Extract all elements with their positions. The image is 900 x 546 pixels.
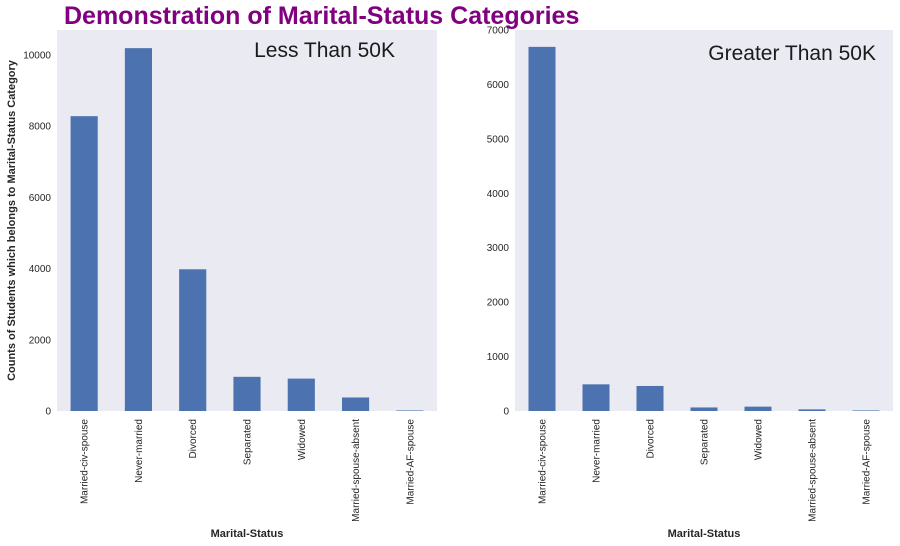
- chart-panel-2: 0 1000 2000 3000 4000 5000 6000 7000 Married-civ…: [487, 26, 893, 540]
- y-tick-label: 1000: [487, 352, 510, 363]
- y-tick-label: 3000: [487, 243, 510, 254]
- figure-title: Demonstration of Marital-Status Categori…: [64, 2, 580, 30]
- bar-married-civ-spouse: [528, 46, 556, 411]
- x-tick-label: Married-spouse-absent: [808, 419, 819, 522]
- y-axis-label: Counts of Students which belongs to Mari…: [6, 59, 18, 381]
- bar-married-af-spouse: [852, 410, 880, 411]
- y-tick-label: 6000: [487, 80, 510, 91]
- x-tick-label: Married-civ-spouse: [538, 419, 549, 504]
- chart-panel-1: 0 2000 4000 6000 8000 10000 Married-civ-spouse…: [6, 30, 437, 540]
- y-tick-label: 8000: [29, 122, 52, 133]
- y-tick-label: 10000: [23, 50, 51, 61]
- bar-married-af-spouse: [396, 410, 424, 411]
- x-tick-label: Widowed: [297, 419, 308, 460]
- x-tick-label: Never-married: [134, 419, 145, 483]
- x-tick-label: Never-married: [592, 419, 603, 483]
- x-tick-label: Married-civ-spouse: [80, 419, 91, 504]
- bar-separated: [233, 376, 261, 411]
- y-tick-label: 2000: [29, 335, 52, 346]
- bar-married-spouse-absent: [342, 397, 370, 411]
- x-tick-label: Married-AF-spouse: [405, 419, 416, 505]
- y-tick-label: 0: [45, 407, 51, 418]
- x-axis-label: Marital-Status: [668, 528, 741, 540]
- bar-divorced: [636, 385, 664, 411]
- plot-area: [57, 30, 437, 411]
- x-tick-label: Divorced: [646, 419, 657, 458]
- x-tick-label: Separated: [700, 419, 711, 465]
- x-tick-label: Widowed: [754, 419, 765, 460]
- x-axis-label: Marital-Status: [211, 528, 284, 540]
- bar-married-civ-spouse: [70, 116, 98, 411]
- y-tick-label: 4000: [487, 189, 510, 200]
- bar-divorced: [179, 269, 207, 411]
- y-tick-label: 5000: [487, 134, 510, 145]
- y-tick-label: 0: [503, 407, 509, 418]
- y-tick-label: 7000: [487, 26, 510, 37]
- panel-title: Greater Than 50K: [708, 42, 876, 65]
- x-tick-label: Married-AF-spouse: [862, 419, 873, 505]
- plot-area: [515, 30, 893, 411]
- bar-separated: [690, 407, 718, 411]
- bar-never-married: [124, 48, 152, 411]
- panel-title: Less Than 50K: [254, 39, 395, 62]
- y-tick-label: 2000: [487, 298, 510, 309]
- bar-widowed: [287, 378, 315, 411]
- y-tick-label: 4000: [29, 264, 52, 275]
- y-tick-label: 6000: [29, 193, 52, 204]
- x-tick-label: Separated: [243, 419, 254, 465]
- bar-widowed: [744, 406, 772, 411]
- x-tick-label: Divorced: [188, 419, 199, 458]
- bar-married-spouse-absent: [798, 409, 826, 411]
- x-tick-label: Married-spouse-absent: [351, 419, 362, 522]
- bar-never-married: [582, 384, 610, 411]
